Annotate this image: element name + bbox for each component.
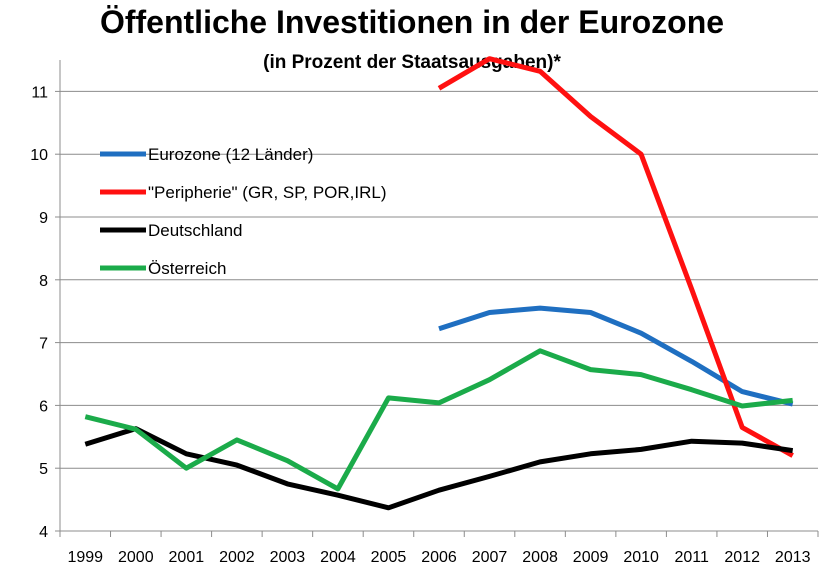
series-line-peripherie-gr-sp-por-irl — [437, 56, 794, 458]
x-tick-label: 2005 — [371, 549, 407, 566]
y-tick-label: 9 — [39, 210, 48, 227]
x-tick-label: 2001 — [169, 549, 205, 566]
x-tick-label: 2010 — [623, 549, 659, 566]
x-tick-labels: 1999 2000 2001 2002 2003 2004 2005 2006 2007 2008… — [67, 549, 810, 566]
x-tick-label: 2007 — [472, 549, 508, 566]
x-tick-label: 2000 — [118, 549, 154, 566]
legend-label: Eurozone (12 Länder) — [148, 145, 313, 164]
x-tick-label: 2003 — [270, 549, 306, 566]
y-tick-label: 5 — [39, 461, 48, 478]
x-tick-label: 2011 — [674, 549, 709, 566]
legend: Eurozone (12 Länder) "Peripherie" (GR, SP… — [100, 145, 387, 278]
x-tick-label: 2009 — [573, 549, 609, 566]
chart-subtitle: (in Prozent der Staatsausgaben)* — [263, 52, 561, 73]
x-tick-label: 2013 — [775, 549, 811, 566]
chart-title: Öffentliche Investitionen in der Eurozon… — [99, 4, 725, 40]
y-tick-label: 4 — [39, 524, 48, 541]
y-tick-labels: 4 5 6 7 8 9 10 11 — [30, 84, 48, 541]
legend-label: Österreich — [148, 259, 226, 278]
x-tick-label: 2006 — [421, 549, 457, 566]
gridlines — [60, 90, 818, 469]
series-line-eurozone-12-l-nder — [438, 305, 794, 407]
y-tick-label: 7 — [39, 336, 48, 353]
series-lines — [84, 56, 794, 511]
x-tick-label: 2004 — [320, 549, 356, 566]
x-tick-label: 2002 — [219, 549, 255, 566]
y-tick-label: 8 — [39, 273, 48, 290]
legend-label: "Peripherie" (GR, SP, POR,IRL) — [148, 183, 387, 202]
x-tick-label: 2012 — [724, 549, 760, 566]
x-tick-label: 2008 — [522, 549, 558, 566]
series-line-sterreich — [84, 348, 793, 492]
legend-label: Deutschland — [148, 221, 243, 240]
y-tick-label: 10 — [30, 147, 48, 164]
y-tick-label: 11 — [31, 84, 48, 101]
y-tick-label: 6 — [39, 398, 48, 415]
x-tick-label: 1999 — [67, 549, 103, 566]
axes — [55, 60, 819, 537]
